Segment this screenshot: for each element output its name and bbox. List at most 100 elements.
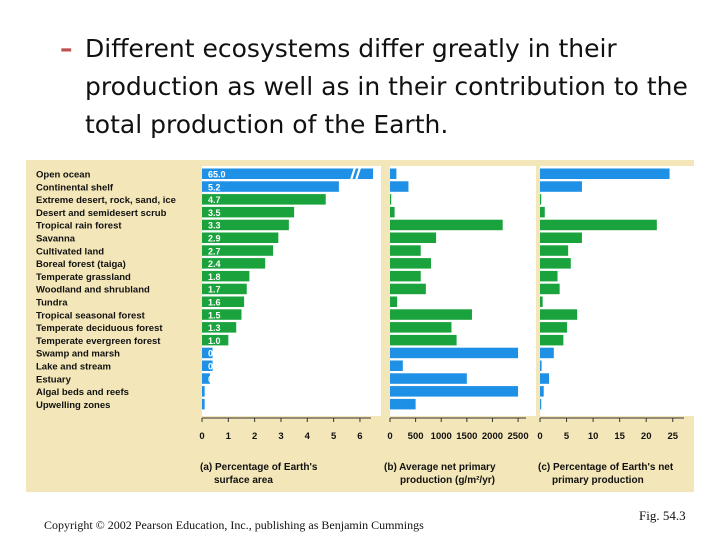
x-tick-label: 1500 bbox=[456, 431, 477, 442]
bar bbox=[202, 232, 279, 243]
bar bbox=[540, 181, 582, 192]
bar bbox=[202, 347, 213, 359]
x-tick-label: 15 bbox=[614, 431, 625, 442]
bullet-text: Different ecosystems differ greatly in t… bbox=[85, 34, 688, 139]
figure-number: Fig. 54.3 bbox=[639, 508, 686, 523]
category-label: Temperate deciduous forest bbox=[36, 323, 163, 334]
category-label: Algal beds and reefs bbox=[36, 387, 129, 398]
bar bbox=[390, 194, 392, 205]
bar bbox=[390, 283, 426, 295]
bar bbox=[390, 258, 431, 269]
x-tick-label: 4 bbox=[305, 431, 311, 442]
x-tick-label: 2500 bbox=[507, 431, 528, 442]
data-label: 1.5 bbox=[208, 310, 221, 320]
category-label: Open ocean bbox=[36, 170, 91, 181]
data-label: 1.3 bbox=[208, 323, 221, 333]
bar bbox=[202, 296, 245, 307]
bullet-point: – Different ecosystems differ greatly in… bbox=[60, 30, 700, 144]
data-label: 65.0 bbox=[208, 170, 226, 180]
data-label: 0.4 bbox=[208, 362, 221, 372]
x-tick-label: 0 bbox=[537, 431, 542, 442]
copyright-notice: Copyright © 2002 Pearson Education, Inc.… bbox=[44, 518, 424, 532]
panel-plot-area bbox=[540, 166, 694, 416]
x-tick-label: 500 bbox=[408, 431, 424, 442]
x-tick-label: 6 bbox=[357, 431, 362, 442]
data-label: 1.0 bbox=[208, 336, 221, 346]
panel-title: (a) Percentage of Earth's bbox=[200, 462, 318, 473]
bar bbox=[540, 245, 569, 256]
category-label: Boreal forest (taiga) bbox=[36, 259, 126, 270]
data-label: 4.7 bbox=[208, 195, 221, 205]
x-tick-label: 25 bbox=[667, 431, 678, 442]
x-tick-label: 0 bbox=[387, 431, 392, 442]
x-tick-label: 3 bbox=[278, 431, 283, 442]
bar bbox=[390, 322, 452, 333]
bar bbox=[540, 322, 568, 333]
category-label: Temperate evergreen forest bbox=[36, 336, 161, 347]
bar bbox=[540, 360, 542, 371]
bar bbox=[540, 386, 544, 397]
category-label: Temperate grassland bbox=[36, 272, 131, 283]
category-label: Tropical seasonal forest bbox=[36, 310, 146, 321]
bar bbox=[390, 181, 409, 192]
category-label: Savanna bbox=[36, 234, 76, 245]
category-label: Continental shelf bbox=[36, 182, 114, 193]
bar bbox=[390, 168, 397, 179]
bar bbox=[202, 194, 326, 205]
category-label: Swamp and marsh bbox=[36, 349, 120, 360]
bar bbox=[390, 206, 395, 218]
bar bbox=[390, 398, 416, 410]
bar bbox=[390, 360, 403, 371]
bar bbox=[390, 245, 421, 256]
x-tick-label: 2000 bbox=[482, 431, 503, 442]
bar bbox=[202, 258, 266, 269]
axis-break-mark bbox=[349, 167, 362, 181]
bar bbox=[540, 270, 558, 282]
bar bbox=[540, 309, 578, 320]
bar bbox=[540, 398, 542, 410]
x-tick-label: 2 bbox=[252, 431, 257, 442]
bar bbox=[540, 194, 542, 205]
bar bbox=[390, 334, 457, 346]
data-label: 0.1 bbox=[208, 400, 221, 410]
bar bbox=[202, 309, 242, 320]
data-label: 0.4 bbox=[208, 349, 221, 359]
panel-title: production (g/m²/yr) bbox=[400, 475, 495, 486]
x-tick-label: 1 bbox=[226, 431, 232, 442]
bar bbox=[202, 398, 205, 410]
panel-title: (b) Average net primary bbox=[384, 462, 496, 473]
bar bbox=[202, 206, 295, 218]
bar bbox=[540, 373, 550, 384]
category-label: Woodland and shrubland bbox=[36, 285, 150, 296]
bar bbox=[390, 219, 503, 231]
bar bbox=[540, 232, 582, 243]
bar bbox=[540, 347, 554, 359]
data-label: 3.3 bbox=[208, 221, 221, 231]
data-label: 0.1 bbox=[208, 387, 221, 397]
bullet-dash: – bbox=[60, 34, 73, 63]
bar bbox=[540, 219, 657, 231]
bar bbox=[202, 219, 289, 231]
x-tick-label: 20 bbox=[641, 431, 652, 442]
data-label: 3.5 bbox=[208, 208, 221, 218]
data-label: 1.8 bbox=[208, 272, 221, 282]
bar bbox=[540, 334, 564, 346]
bar bbox=[202, 245, 274, 256]
bar bbox=[540, 168, 670, 179]
bar bbox=[540, 283, 560, 295]
panel-title: primary production bbox=[552, 475, 644, 486]
data-label: 2.9 bbox=[208, 234, 221, 244]
bar bbox=[202, 373, 210, 384]
bar bbox=[390, 373, 467, 384]
data-label: 0.3 bbox=[208, 374, 221, 384]
bar bbox=[390, 309, 472, 320]
data-label: 1.6 bbox=[208, 298, 221, 308]
panel-title: surface area bbox=[214, 475, 273, 486]
x-tick-label: 5 bbox=[331, 431, 337, 442]
category-label: Upwelling zones bbox=[36, 400, 110, 411]
panel-title: (c) Percentage of Earth's net bbox=[538, 462, 674, 473]
bar bbox=[390, 296, 398, 307]
bar bbox=[202, 322, 237, 333]
bar bbox=[202, 360, 213, 371]
